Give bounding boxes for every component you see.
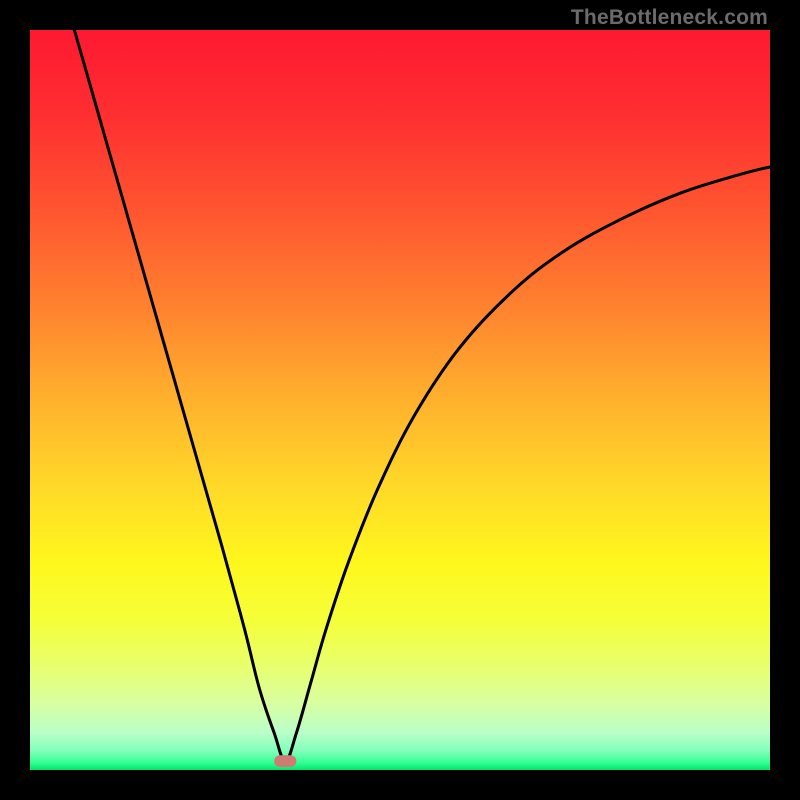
watermark-label: TheBottleneck.com <box>571 6 768 30</box>
chart-background <box>30 30 770 770</box>
chart-frame: TheBottleneck.com <box>0 0 800 800</box>
chart-svg <box>30 30 770 770</box>
plot-area <box>30 30 770 770</box>
optimal-marker <box>274 755 296 767</box>
